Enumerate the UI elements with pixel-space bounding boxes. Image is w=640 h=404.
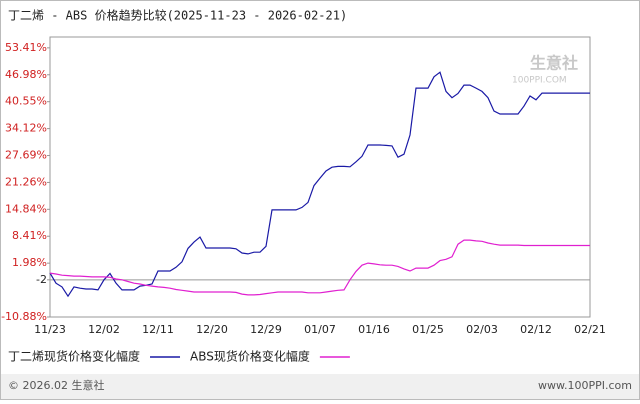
footer-left: © 2026.02 生意社 [8, 378, 104, 392]
x-tick-label: 12/20 [196, 323, 228, 336]
y-tick-label: -2 [36, 273, 47, 286]
footer-right: www.100PPI.com [538, 379, 632, 392]
y-tick-label: 14.84% [5, 202, 47, 215]
y-tick-label: 46.98% [5, 68, 47, 81]
y-tick-label: 27.69% [5, 149, 47, 162]
x-tick-label: 02/12 [520, 323, 552, 336]
x-tick-label: 01/25 [412, 323, 444, 336]
y-tick-label: 21.26% [5, 175, 47, 188]
watermark: 生意社 [530, 54, 578, 73]
x-tick-label: 12/29 [250, 323, 282, 336]
x-tick-label: 01/16 [358, 323, 390, 336]
series-line [49, 239, 590, 296]
x-tick-label: 12/02 [88, 323, 120, 336]
y-tick-label: 8.41% [12, 229, 47, 242]
x-tick-label: 02/03 [466, 323, 498, 336]
y-tick-label: 1.98% [12, 256, 47, 269]
y-tick-label: -10.88% [1, 310, 47, 323]
chart-title: 丁二烯 - ABS 价格趋势比较(2025-11-23 - 2026-02-21… [8, 8, 347, 23]
legend-label: 丁二烯现货价格变化幅度 [8, 349, 140, 364]
plot-frame [49, 36, 591, 318]
x-tick-label: 02/21 [574, 323, 606, 336]
series-line [49, 71, 590, 298]
watermark: 100PPI.COM [512, 76, 567, 86]
y-tick-label: 53.41% [5, 41, 47, 54]
x-tick-label: 01/07 [304, 323, 336, 336]
footer-band [1, 374, 639, 399]
y-tick-label: 40.55% [5, 95, 47, 108]
y-tick-label: 34.12% [5, 122, 47, 135]
legend-label: ABS现货价格变化幅度 [190, 349, 310, 364]
x-tick-label: 12/11 [142, 323, 174, 336]
x-tick-label: 11/23 [34, 323, 66, 336]
